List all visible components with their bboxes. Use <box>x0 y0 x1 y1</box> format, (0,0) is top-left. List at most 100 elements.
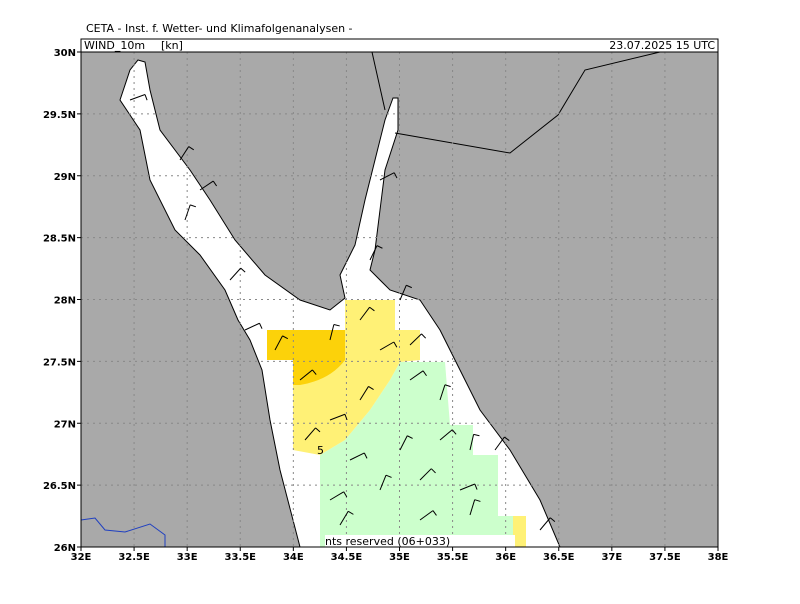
map-area: 5 nts reserved (06+033) <box>80 51 719 548</box>
wind-barb-feather <box>474 483 478 490</box>
x-tick-label: 33E <box>177 552 198 563</box>
wind-barb <box>339 511 349 526</box>
border <box>371 51 661 154</box>
wind-barb-feather <box>549 517 556 522</box>
wind-barb-feather <box>430 468 436 474</box>
wind-barb <box>494 436 505 451</box>
wind-barb-feather <box>190 204 197 208</box>
wind-barb-feather <box>473 433 480 437</box>
wind-barb <box>439 384 446 401</box>
wind-barb <box>299 369 313 381</box>
wind-barb <box>329 491 344 501</box>
wind-barb <box>329 324 335 341</box>
field-name: WIND_10m <box>84 39 145 52</box>
wind-barb <box>349 452 365 461</box>
graticule <box>81 52 718 547</box>
footer-note: nts reserved (06+033) <box>325 535 450 548</box>
x-tick-label: 36.5E <box>543 552 575 563</box>
header-title: CETA - Inst. f. Wetter- und Klimafolgena… <box>86 22 353 35</box>
x-tick-label: 36E <box>495 552 516 563</box>
x-tick-label: 33.5E <box>224 552 256 563</box>
wind-yellow <box>293 300 420 455</box>
wind-barb <box>304 427 316 441</box>
x-tick-label: 37E <box>601 552 622 563</box>
wind-barb-feather <box>312 369 317 375</box>
y-tick-label: 28N <box>54 296 76 307</box>
wind-barb-feather <box>406 284 412 289</box>
wind-barb <box>244 322 260 331</box>
wind-barb-feather <box>333 323 340 327</box>
wind-barb-feather <box>407 435 413 439</box>
y-tick-label: 26N <box>54 543 76 554</box>
wind-barb-feather <box>188 146 195 151</box>
y-tick-label: 29N <box>54 172 76 183</box>
wind-barb-feather <box>422 370 427 377</box>
wind-barb <box>469 434 475 451</box>
x-tick-label: 34E <box>283 552 304 563</box>
wind-barb-feather <box>369 306 375 312</box>
wind-barb <box>469 499 476 516</box>
wind-barb <box>329 413 346 421</box>
wind-yellow <box>513 516 526 547</box>
wind-barb <box>379 474 387 491</box>
wind-barb-feather <box>376 245 383 249</box>
x-tick-label: 32E <box>71 552 92 563</box>
wind-barb <box>539 517 551 531</box>
y-tick-label: 26.5N <box>43 481 76 492</box>
wind-barb-feather <box>343 491 348 498</box>
river <box>80 517 166 547</box>
wind-barb-feather <box>347 510 354 515</box>
wind-barb <box>419 510 434 521</box>
wind-barb-feather <box>259 323 263 329</box>
contour-label: 5 <box>317 444 324 457</box>
wind-barb-feather <box>444 384 451 388</box>
wind-barb <box>229 267 242 281</box>
x-tick-label: 35.5E <box>437 552 469 563</box>
wind-barb-feather <box>363 452 368 459</box>
x-tick-label: 32.5E <box>118 552 150 563</box>
x-tick-label: 34.5E <box>331 552 363 563</box>
valid-time: 23.07.2025 15 UTC <box>609 39 715 52</box>
y-tick-label: 28.5N <box>43 234 76 245</box>
wind-barb <box>199 180 214 191</box>
wind-barb-feather <box>393 172 398 179</box>
wind-barb-feather <box>432 510 437 516</box>
footer-box <box>325 535 515 547</box>
wind-barb-feather <box>144 94 148 101</box>
x-tick-label: 35E <box>389 552 410 563</box>
wind-barb <box>399 285 407 301</box>
wind-barb <box>379 341 395 351</box>
y-tick-label: 27N <box>54 419 76 430</box>
wind-barb-feather <box>451 429 457 435</box>
wind-barb <box>129 94 146 101</box>
wind-barb-feather <box>282 335 289 340</box>
wind-barb <box>379 172 395 181</box>
wind-barb-feather <box>385 474 392 478</box>
wind-barb-feather <box>240 267 246 273</box>
wind-barb <box>439 429 453 441</box>
y-tick-label: 29.5N <box>43 110 76 121</box>
wind-barb-feather <box>315 427 321 433</box>
y-tick-label: 27.5N <box>43 357 76 368</box>
wind-barb <box>409 333 422 346</box>
wind-barb <box>409 370 424 381</box>
wind-barb <box>459 483 476 491</box>
wind-barb-feather <box>474 499 481 502</box>
wind-barb <box>399 435 408 451</box>
wind-barb-feather <box>344 414 348 421</box>
wind-barb <box>419 468 432 481</box>
wind-barb <box>274 335 283 351</box>
wind-barb <box>369 245 378 261</box>
wind-barb <box>184 204 191 221</box>
x-tick-label: 38E <box>708 552 729 563</box>
wind-barbs <box>129 94 556 531</box>
wind-barb-feather <box>393 341 398 348</box>
wind-orange <box>267 330 345 385</box>
wind-barb-feather <box>212 180 218 187</box>
wind-barb-feather <box>421 333 427 339</box>
wind-barb <box>359 386 369 401</box>
wind-barb-feather <box>504 436 510 441</box>
y-tick-label: 30N <box>54 48 76 59</box>
x-tick-label: 37.5E <box>649 552 681 563</box>
